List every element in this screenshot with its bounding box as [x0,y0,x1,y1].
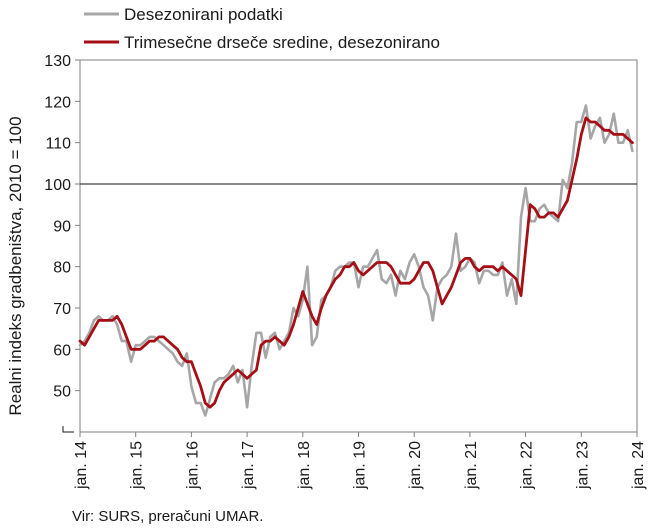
x-tick-label: jan. 24 [630,441,647,490]
legend-label-drsece-sredine: Trimesečne drseče sredine, desezonirano [124,33,440,52]
x-tick-label: jan. 21 [463,441,480,490]
y-tick-label: 90 [53,218,71,235]
legend-label-desezonirani: Desezonirani podatki [124,5,283,24]
series-line-desezonirani [78,104,634,417]
x-tick-label: jan. 19 [352,441,369,490]
x-tick-label: jan. 14 [73,441,90,490]
y-tick-label: 100 [44,177,71,194]
x-tick-label: jan. 23 [574,441,591,490]
x-tick-label: jan. 20 [407,441,424,490]
series-layer [78,104,634,417]
y-tick-label: 110 [45,136,71,153]
x-tick-label: jan. 22 [519,441,536,490]
plot-frame [79,59,638,433]
y-tick-label: 70 [53,301,71,318]
y-tick-label: 50 [53,384,71,401]
x-axis-ticks: jan. 14 jan. 15 jan. 16 jan. 17 jan. 18 jan. … [73,432,647,490]
y-tick-label: 80 [53,260,71,277]
y-tick-label: 120 [44,94,71,111]
y-tick-label: 60 [53,342,71,359]
source-note: Vir: SURS, preračuni UMAR. [72,508,264,525]
y-axis-title: Realni indeks gradbeništva, 2010 = 100 [6,116,25,415]
y-axis-ticks: 50 60 70 80 90 100 110 120 130 [44,53,80,401]
x-tick-label: jan. 17 [240,441,257,490]
x-tick-label: jan. 16 [184,441,201,490]
legend: Desezonirani podatki Trimesečne drseče s… [84,5,440,52]
axis-break-mark [62,426,74,433]
x-tick-label: jan. 15 [129,441,146,490]
x-tick-label: jan. 18 [296,441,313,490]
y-tick-label: 130 [44,53,71,70]
series-line-drsece-sredine [78,116,634,409]
